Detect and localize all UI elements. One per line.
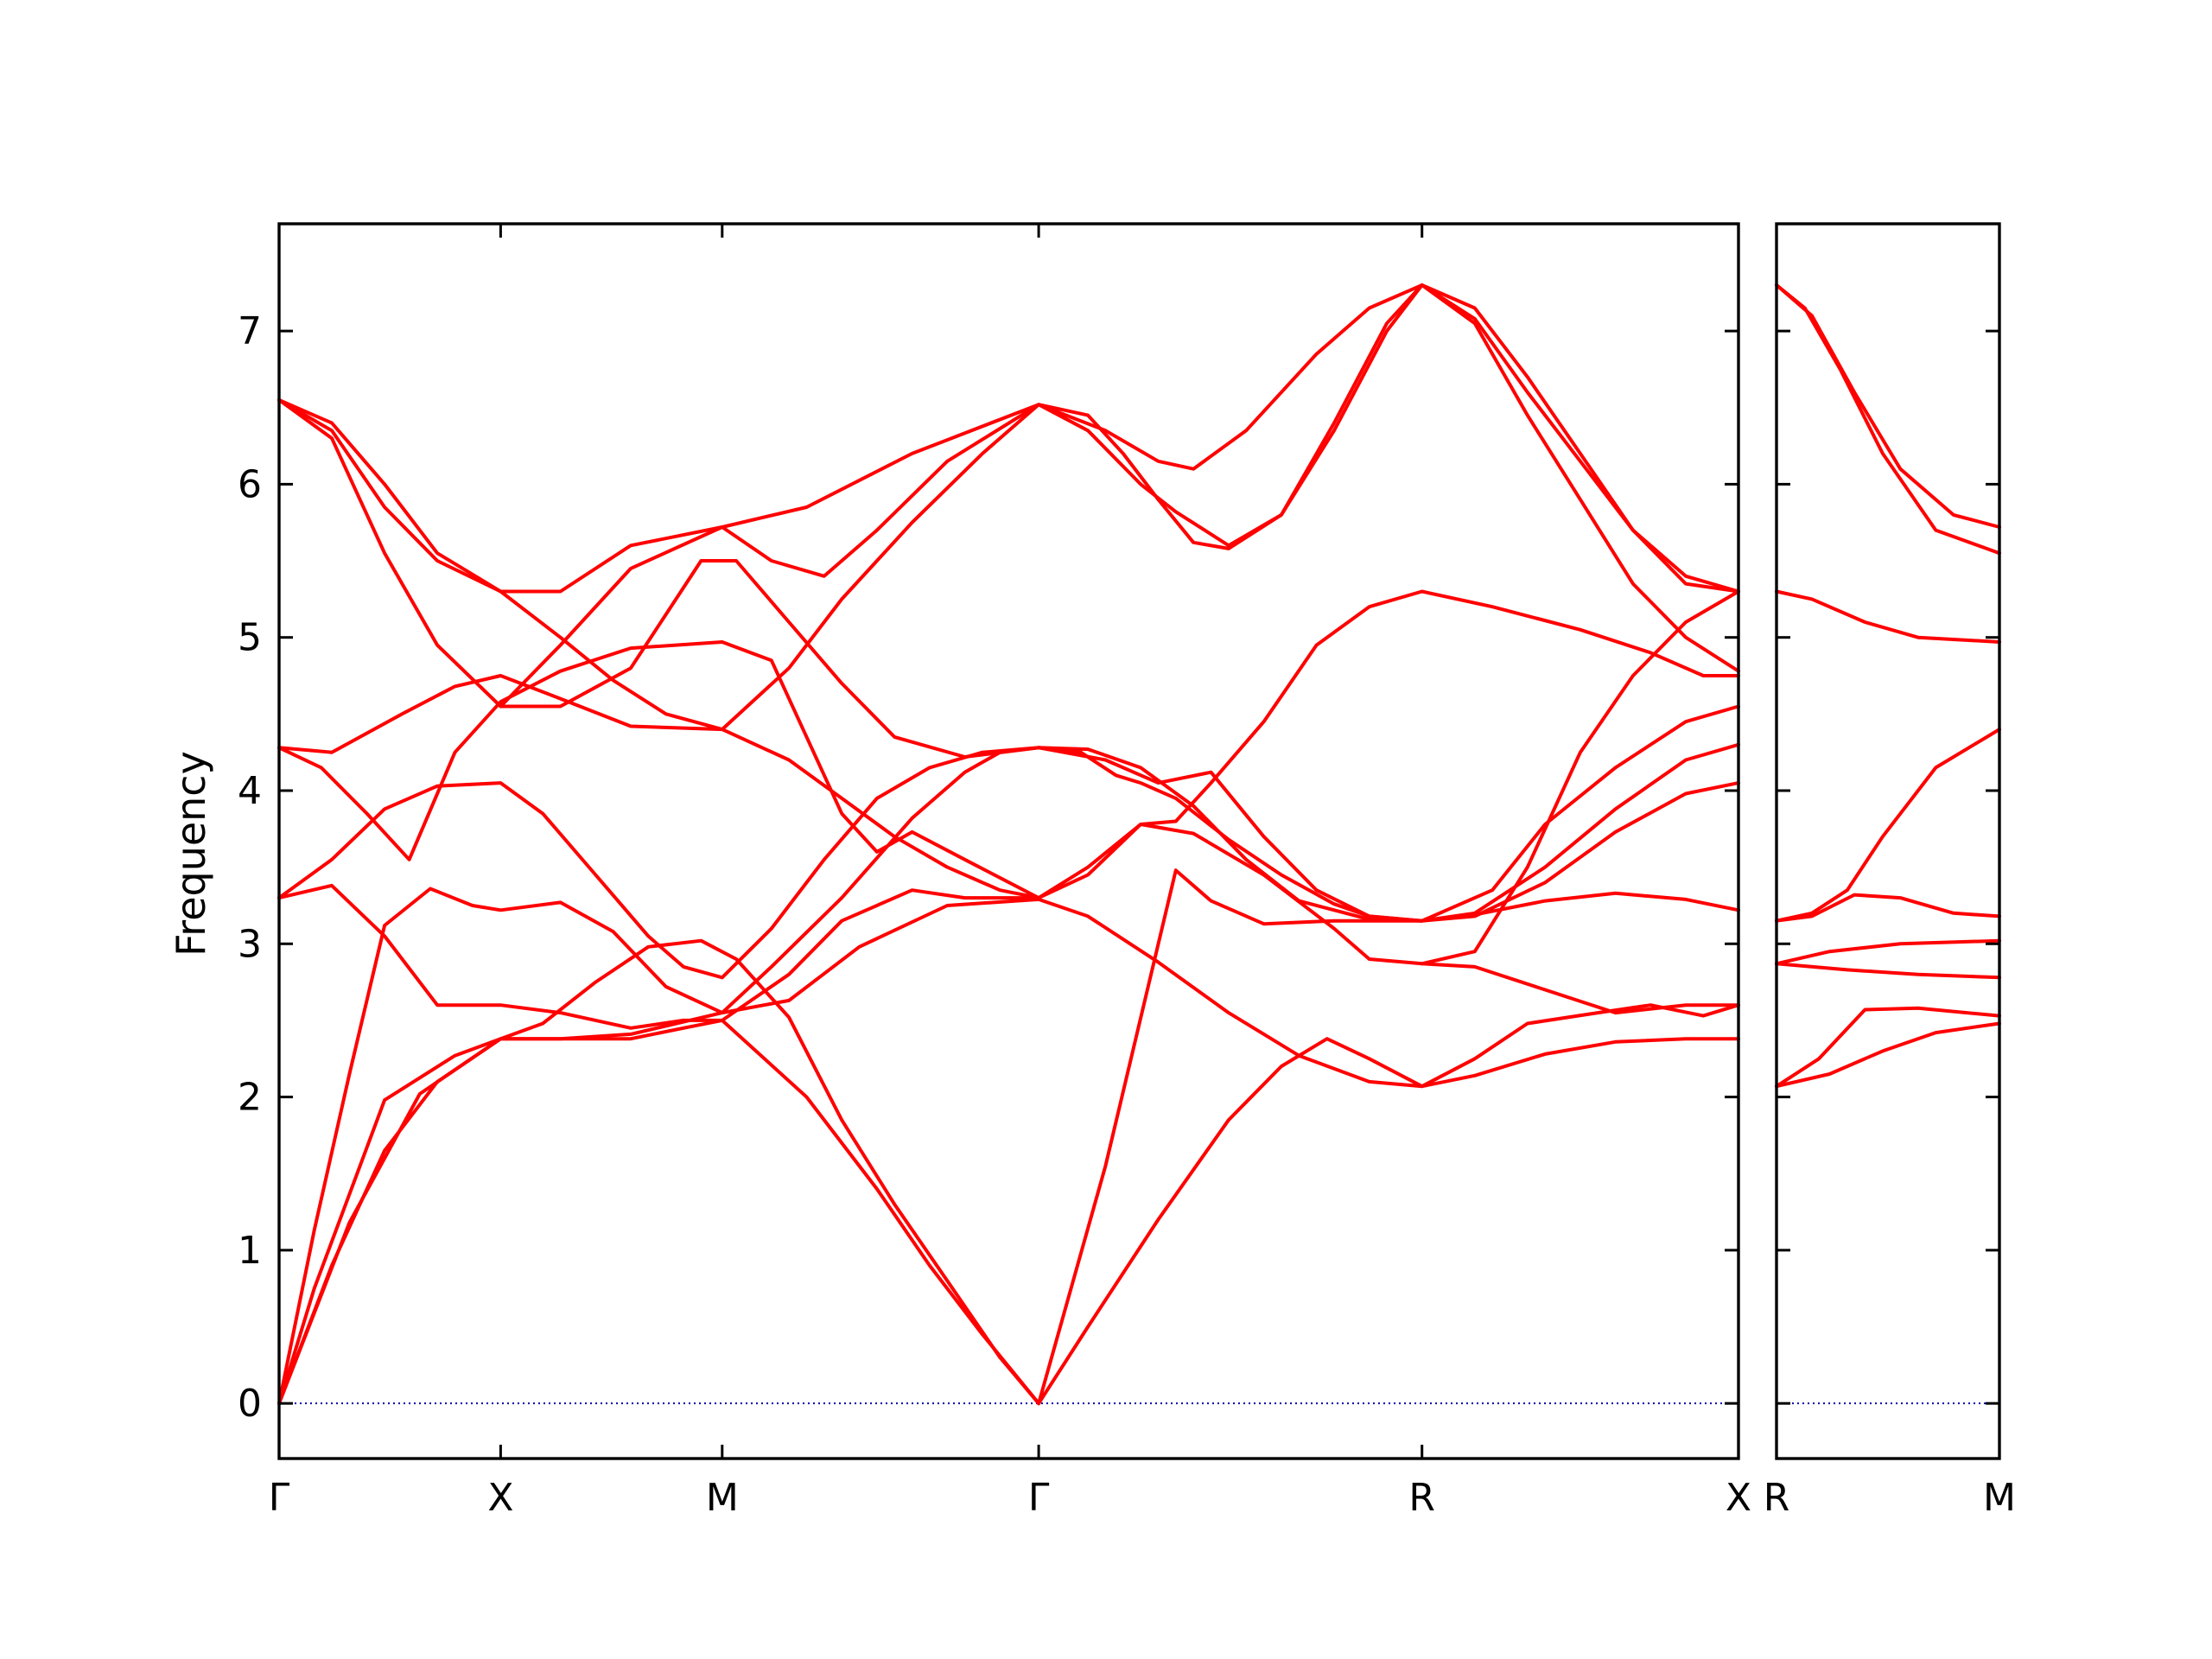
y-tick-label: 1 <box>238 1229 262 1273</box>
band-right-3 <box>1775 589 2001 644</box>
band-right-2 <box>1775 283 2001 529</box>
y-tick-label: 5 <box>238 616 262 660</box>
y-tick-label: 0 <box>238 1382 262 1426</box>
band-main-8 <box>277 674 1740 1015</box>
plot-frame-right <box>1775 222 2001 1460</box>
band-main-9 <box>277 589 1740 900</box>
band-right-9 <box>1775 1021 2001 1089</box>
band-main-7 <box>277 704 1740 980</box>
x-tick-label: R <box>1408 1476 1435 1520</box>
band-right-4 <box>1775 728 2001 923</box>
x-tick-label: X <box>487 1476 513 1520</box>
plot-frame-main <box>277 222 1740 1460</box>
band-right-7 <box>1775 962 2001 980</box>
band-main-5 <box>1037 1003 1740 1406</box>
band-main-14 <box>499 559 1740 923</box>
main-panel: 0 1 2 3 4 5 6 7 Γ X M Γ R X <box>238 222 1751 1520</box>
band-main-15 <box>1420 589 1740 966</box>
band-main-1 <box>277 746 1740 1406</box>
band-right-6 <box>1775 938 2001 966</box>
x-tick-label: X <box>1726 1476 1751 1520</box>
x-tick-label: Γ <box>1028 1476 1050 1520</box>
band-right-8 <box>1775 1006 2001 1089</box>
band-main-11 <box>277 283 1740 732</box>
y-axis-label: Frequency <box>168 751 214 957</box>
band-main-3 <box>277 938 1041 1406</box>
band-right-1 <box>1775 283 2001 556</box>
band-main-6 <box>1037 781 1740 1406</box>
x-tick-label: R <box>1764 1476 1790 1520</box>
y-tick-label: 2 <box>238 1076 262 1120</box>
y-tick-label: 4 <box>238 769 262 813</box>
x-tick-label: M <box>1983 1476 2016 1520</box>
band-main-10 <box>277 883 1041 1030</box>
y-tick-label: 7 <box>238 309 262 353</box>
x-tick-label: M <box>706 1476 739 1520</box>
band-main-13 <box>277 283 1740 594</box>
band-main-4 <box>277 1018 1041 1406</box>
x-tick-label: Γ <box>269 1476 290 1520</box>
band-right-5 <box>1775 893 2001 923</box>
band-main-12 <box>277 283 1740 709</box>
y-tick-label: 6 <box>238 462 262 506</box>
y-tick-label: 3 <box>238 922 262 966</box>
band-main-2 <box>277 897 1740 1406</box>
